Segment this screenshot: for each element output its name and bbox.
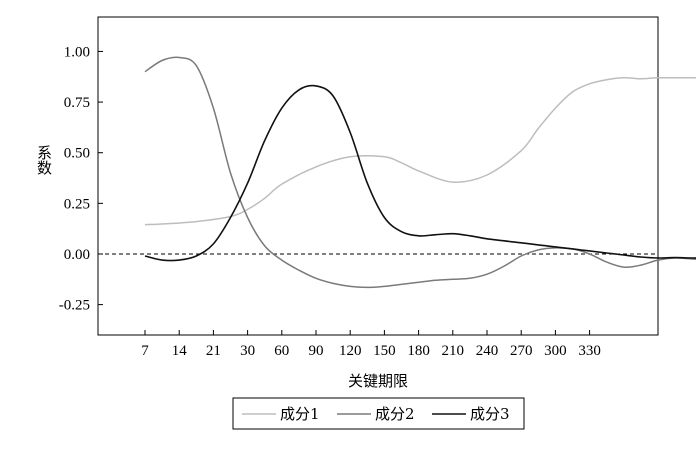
y-tick-label: 0.00 [64,247,90,263]
y-tick-label: -0.25 [59,298,90,314]
x-tick-label: 300 [544,343,567,359]
series-line-3 [144,84,696,262]
legend-items: 成分1 成分2 成分3 [242,405,510,423]
y-tick-label: 1.00 [64,44,90,60]
x-axis-title: 关键期限 [348,372,408,390]
x-tick-label: 270 [510,343,533,359]
x-tick-label: 330 [578,343,601,359]
x-tick-label: 240 [476,343,499,359]
series-layer [144,56,696,289]
legend-label-3: 成分3 [470,405,510,423]
x-tick-label: 21 [206,343,221,359]
legend: 成分1 成分2 成分3 [232,397,525,430]
x-tick-label: 210 [442,343,465,359]
series-line-2 [144,56,696,289]
y-tick-label: 0.75 [64,95,90,111]
x-tick-label: 30 [240,343,255,359]
x-tick-label: 14 [172,343,188,359]
x-tick-label: 150 [373,343,396,359]
x-axis: 7 14 21 30 60 90 120 150 180 210 240 270 300 330 [141,330,601,359]
y-tick-label: 0.50 [64,146,90,162]
plot-area [97,16,659,336]
x-tick-label: 90 [309,343,324,359]
y-axis-title: 系数 [35,145,53,175]
x-tick-label: 7 [141,343,149,359]
legend-label-1: 成分1 [280,405,320,423]
x-tick-label: 180 [407,343,430,359]
y-tick-label: 0.25 [64,196,90,212]
legend-box [232,397,525,430]
x-tick-label: 120 [339,343,362,359]
series-line-1 [144,76,696,226]
legend-label-2: 成分2 [375,405,415,423]
y-axis: 1.00 0.75 0.50 0.25 0.00 -0.25 [59,44,103,314]
x-tick-label: 60 [274,343,289,359]
